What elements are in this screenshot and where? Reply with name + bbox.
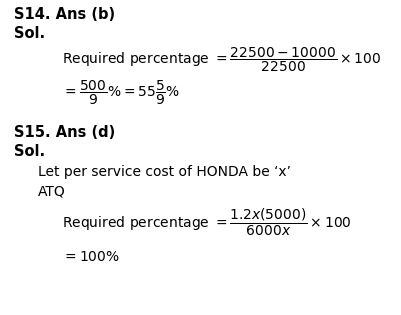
Text: Required percentage $= \dfrac{22500-10000}{22500} \times 100$: Required percentage $= \dfrac{22500-1000… xyxy=(62,46,381,74)
Text: Sol.: Sol. xyxy=(14,144,45,159)
Text: $= 100\%$: $= 100\%$ xyxy=(62,250,120,264)
Text: S15. Ans (d): S15. Ans (d) xyxy=(14,125,115,140)
Text: S14. Ans (b): S14. Ans (b) xyxy=(14,7,115,22)
Text: Required percentage $= \dfrac{1.2x(5000)}{6000x} \times 100$: Required percentage $= \dfrac{1.2x(5000)… xyxy=(62,206,351,238)
Text: Let per service cost of HONDA be ‘x’: Let per service cost of HONDA be ‘x’ xyxy=(38,165,290,179)
Text: ATQ: ATQ xyxy=(38,185,66,198)
Text: Sol.: Sol. xyxy=(14,26,45,41)
Text: $= \dfrac{500}{9}\% = 55\dfrac{5}{9}\%$: $= \dfrac{500}{9}\% = 55\dfrac{5}{9}\%$ xyxy=(62,79,180,107)
